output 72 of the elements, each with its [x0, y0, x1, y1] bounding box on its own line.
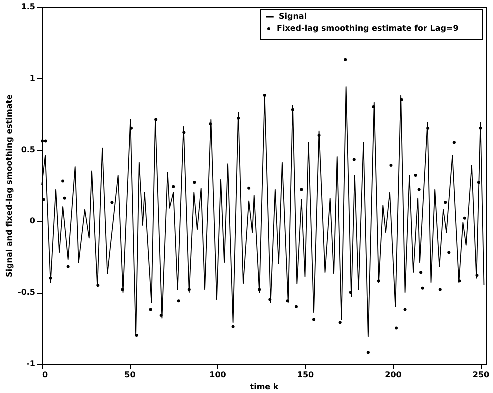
point	[135, 334, 138, 337]
point	[121, 288, 124, 292]
point	[463, 216, 466, 220]
point	[208, 122, 212, 126]
point	[404, 308, 407, 312]
point	[268, 298, 272, 302]
x-axis-title: time k	[250, 382, 280, 392]
point	[418, 188, 421, 192]
x-tick-label: 100	[210, 370, 227, 380]
point	[400, 98, 404, 102]
point	[444, 201, 448, 204]
point	[286, 300, 290, 303]
y-axis-title: Signal and fixed-lag smoothing estimate	[5, 94, 14, 278]
point	[188, 288, 191, 292]
point	[338, 321, 342, 324]
point	[318, 134, 321, 138]
y-tick-label: 0.5	[21, 145, 36, 154]
point	[390, 164, 393, 168]
point	[232, 325, 235, 328]
x-tick-label: 150	[297, 370, 315, 380]
legend-label: Signal	[279, 12, 308, 21]
point	[237, 116, 240, 120]
point	[154, 118, 158, 122]
y-tick-label: 1	[30, 74, 36, 83]
point	[160, 314, 163, 317]
point	[44, 140, 48, 143]
point	[96, 284, 100, 287]
point	[193, 181, 196, 184]
legend-label: Fixed-lag smoothing estimate for Lag=9	[277, 24, 460, 33]
x-tick-label: 250	[472, 370, 490, 380]
point	[366, 351, 370, 354]
point	[372, 105, 376, 108]
y-tick-label: -0.5	[18, 288, 36, 298]
point	[420, 271, 423, 274]
point	[426, 126, 430, 130]
point	[110, 201, 114, 204]
point	[477, 181, 480, 184]
point	[263, 94, 266, 98]
point	[291, 108, 294, 112]
x-tick-label: 200	[385, 370, 402, 380]
point	[172, 185, 176, 188]
point	[248, 186, 251, 190]
point	[66, 265, 70, 268]
point	[49, 276, 52, 280]
point	[476, 274, 479, 277]
point	[479, 126, 482, 130]
point	[452, 141, 456, 144]
point	[344, 58, 348, 62]
y-tick-label: -1	[26, 360, 36, 368]
y-tick-label: 1.5	[21, 2, 36, 12]
point	[41, 140, 44, 143]
point	[414, 174, 418, 177]
point	[62, 180, 65, 183]
point	[312, 318, 316, 322]
point	[458, 280, 462, 283]
point	[177, 300, 180, 303]
point	[182, 131, 186, 134]
point	[395, 326, 398, 330]
point	[63, 196, 66, 200]
point	[438, 288, 442, 292]
point	[352, 158, 356, 162]
point	[149, 308, 152, 312]
x-tick-label: 0	[42, 370, 48, 380]
point	[300, 188, 304, 192]
point	[294, 305, 298, 308]
point	[377, 280, 380, 283]
y-tick-label: 0	[30, 216, 36, 226]
point	[258, 288, 262, 292]
point	[448, 251, 451, 254]
point	[349, 291, 352, 294]
x-tick-label: 50	[124, 370, 136, 380]
point	[421, 286, 424, 290]
